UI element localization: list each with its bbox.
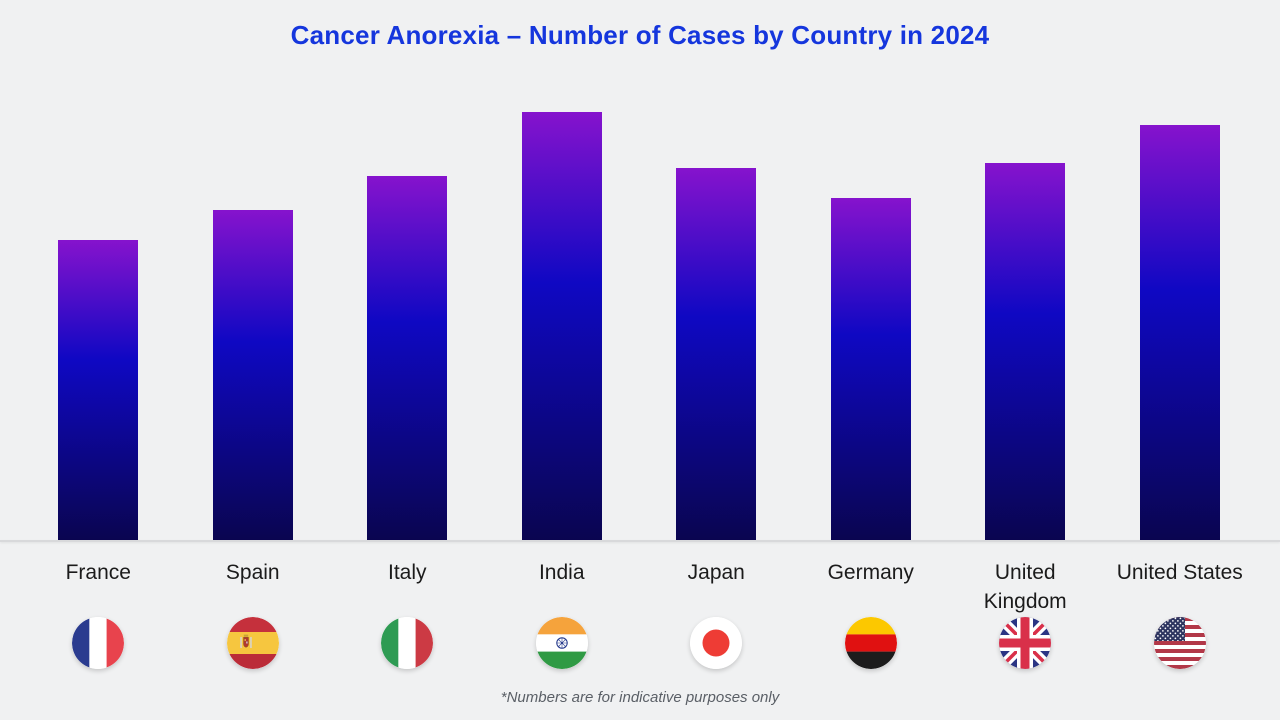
japan-flag-icon: [690, 617, 743, 669]
x-label-united-kingdom: United Kingdom: [983, 561, 1067, 613]
x-axis-line: [0, 540, 1280, 542]
column-united-kingdom: [948, 0, 1103, 540]
us-flag-icon: [1153, 617, 1206, 669]
x-label-france: France: [65, 561, 131, 584]
spain-flag-icon: [226, 617, 279, 669]
plot-area: [21, 0, 1257, 540]
footnote: *Numbers are for indicative purposes onl…: [500, 689, 780, 706]
bar-united-states: [1139, 124, 1220, 540]
chart-title: Cancer Anorexia – Number of Cases by Cou…: [290, 20, 990, 50]
column-spain: [176, 0, 331, 540]
france-flag-icon: [72, 617, 125, 669]
column-france: [21, 0, 176, 540]
bar-united-kingdom: [985, 163, 1066, 540]
bar-india: [521, 112, 602, 540]
x-label-india: India: [538, 561, 585, 584]
column-india: [485, 0, 640, 540]
bar-germany: [830, 197, 911, 540]
column-italy: [330, 0, 485, 540]
column-japan: [639, 0, 794, 540]
bar-france: [58, 240, 139, 540]
bar-spain: [212, 210, 293, 540]
x-label-japan: Japan: [687, 561, 745, 584]
bar-japan: [676, 167, 757, 540]
x-label-united-states: United States: [1116, 561, 1243, 584]
italy-flag-icon: [381, 617, 434, 669]
column-germany: [794, 0, 949, 540]
india-flag-icon: [535, 617, 588, 669]
x-label-spain: Spain: [225, 561, 280, 584]
flags-row: [21, 617, 1257, 669]
x-label-italy: Italy: [387, 561, 427, 584]
uk-flag-icon: [999, 617, 1052, 669]
column-united-states: [1103, 0, 1258, 540]
x-axis-labels: France Spain Italy India Japan Germany U…: [21, 558, 1257, 616]
x-label-germany: Germany: [827, 561, 914, 584]
germany-flag-icon: [844, 617, 897, 669]
bar-italy: [367, 176, 448, 540]
